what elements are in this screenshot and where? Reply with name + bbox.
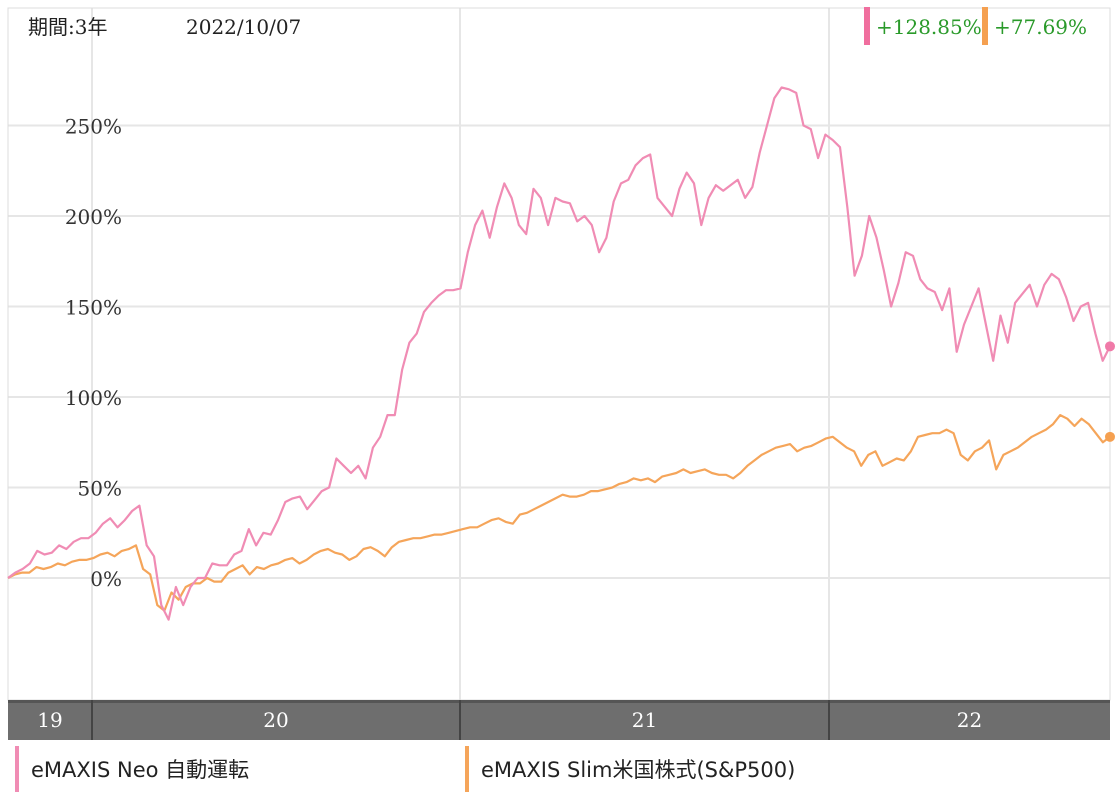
series-2-return-label: +77.69%: [994, 15, 1087, 39]
y-tick-label: 100%: [65, 386, 122, 410]
series-1-return-label: +128.85%: [876, 15, 982, 39]
x-tick-label: 20: [263, 708, 288, 732]
y-tick-label: 250%: [65, 115, 122, 139]
legend-swatch-neo: [15, 746, 19, 792]
x-tick-label: 21: [632, 708, 657, 732]
date-label: 2022/10/07: [186, 15, 301, 39]
series-1-return-marker: [864, 7, 870, 45]
x-tick-label: 19: [37, 708, 62, 732]
legend-item-neo: eMAXIS Neo 自動運転: [15, 746, 249, 792]
legend-swatch-slim: [465, 746, 469, 792]
series-line-1: [7, 86, 1111, 621]
x-axis-bar-bg: [8, 700, 1110, 740]
y-axis-labels: 0% 50% 100% 150% 200% 250%: [65, 115, 122, 592]
x-axis-bar-edge: [8, 700, 1110, 703]
x-tick-label: 22: [957, 708, 982, 732]
y-tick-label: 0%: [90, 567, 122, 591]
chart-legend: eMAXIS Neo 自動運転 eMAXIS Slim米国株式(S&P500): [0, 740, 1118, 802]
legend-label-neo: eMAXIS Neo 自動運転: [31, 758, 250, 782]
series-lines: [7, 86, 1115, 621]
series-2-return-marker: [982, 7, 988, 45]
y-tick-label: 200%: [65, 205, 122, 229]
series-end-marker-1: [1105, 341, 1115, 352]
series-end-marker-2: [1105, 431, 1115, 442]
y-tick-label: 150%: [65, 296, 122, 320]
y-tick-label: 50%: [78, 477, 122, 501]
legend-item-slim: eMAXIS Slim米国株式(S&P500): [465, 746, 795, 792]
chart-background: [0, 0, 1118, 740]
legend-label-slim: eMAXIS Slim米国株式(S&P500): [481, 758, 796, 782]
x-axis-bar: 19 20 21 22: [8, 700, 1110, 740]
line-chart: 0% 50% 100% 150% 200% 250% 19 20 21 22 期間:3年 202…: [0, 0, 1118, 740]
period-label: 期間:3年: [28, 15, 107, 39]
